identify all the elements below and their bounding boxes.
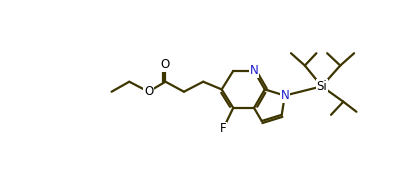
Text: Si: Si xyxy=(316,80,326,93)
Text: F: F xyxy=(219,122,226,135)
Text: O: O xyxy=(144,85,153,98)
Text: N: N xyxy=(249,64,258,77)
Text: N: N xyxy=(280,89,288,102)
Text: O: O xyxy=(160,58,170,71)
